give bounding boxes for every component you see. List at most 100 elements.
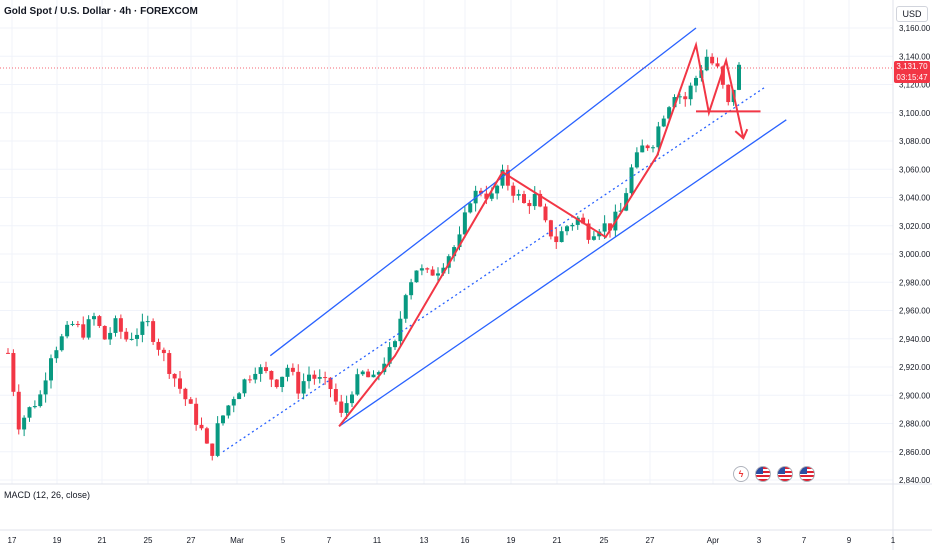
candle-down (151, 321, 156, 342)
candle-down (75, 323, 80, 325)
y-tick-label: 2,960.00 (899, 307, 931, 316)
candle-up (457, 234, 462, 248)
candle-down (710, 56, 715, 64)
x-tick-label: 7 (327, 536, 332, 545)
candle-up (49, 358, 53, 381)
candle-down (199, 424, 204, 429)
candle-up (140, 321, 145, 335)
candle-down (581, 217, 586, 224)
candle-up (92, 316, 96, 320)
candle-down (124, 331, 129, 340)
symbol-title[interactable]: Gold Spot / U.S. Dollar · 4h · FOREXCOM (4, 6, 198, 17)
candle-down (323, 377, 328, 379)
candle-down (210, 443, 215, 456)
x-tick-label: 25 (600, 536, 609, 545)
x-tick-label: 25 (144, 536, 153, 545)
candle-up (65, 324, 70, 337)
candle-down (425, 268, 430, 270)
candle-up (215, 423, 220, 456)
candle-down (102, 325, 107, 340)
candle-up (559, 231, 564, 243)
candle-down (505, 169, 510, 186)
y-tick-label: 3,000.00 (899, 250, 931, 259)
candle-down (554, 236, 559, 243)
y-tick-label: 3,020.00 (899, 222, 931, 231)
last-price-tag: 3,131.70 03:15:47 (894, 61, 930, 83)
candle-down (156, 341, 161, 350)
candle-up (570, 224, 575, 227)
candle-up (640, 145, 645, 153)
candle-down (522, 194, 526, 204)
candle-down (511, 185, 516, 196)
candle-down (172, 373, 177, 379)
bar-countdown: 03:15:47 (896, 73, 928, 82)
candle-up (54, 350, 59, 359)
candle-up (409, 282, 414, 296)
candle-up (59, 336, 64, 351)
drawing-overlays (0, 27, 893, 453)
last-price-value: 3,131.70 (896, 62, 928, 71)
candle-down (479, 190, 483, 194)
candle-up (376, 372, 381, 375)
candle-up (618, 210, 623, 212)
candle-up (489, 193, 494, 199)
x-tick-label: 9 (847, 536, 852, 545)
economic-events[interactable]: ϟ (733, 466, 815, 482)
candle-up (70, 323, 75, 325)
candle-down (527, 203, 532, 207)
candle-up (253, 373, 258, 380)
us-flag-icon[interactable] (755, 466, 771, 482)
candle-up (27, 407, 32, 418)
arrow-head (734, 128, 749, 140)
x-tick-label: 21 (553, 536, 562, 545)
candle-down (430, 269, 435, 276)
candle-down (178, 378, 182, 389)
x-tick-label: 16 (461, 536, 470, 545)
y-tick-label: 2,840.00 (899, 476, 931, 485)
candle-up (468, 203, 473, 213)
candle-up (344, 403, 349, 413)
y-tick-label: 3,120.00 (899, 81, 931, 90)
candle-up (737, 64, 741, 90)
channel-upper-line (269, 27, 697, 357)
lightning-icon[interactable]: ϟ (733, 466, 749, 482)
candle-down (645, 145, 650, 149)
currency-button[interactable]: USD (896, 6, 928, 22)
candle-down (161, 349, 166, 354)
y-tick-label: 2,940.00 (899, 335, 931, 344)
x-tick-label: 27 (187, 536, 196, 545)
us-flag-icon[interactable] (777, 466, 793, 482)
candle-up (591, 236, 596, 240)
channel-mid-line (222, 86, 766, 453)
x-tick-label: 21 (98, 536, 107, 545)
macd-indicator-label[interactable]: MACD (12, 26, close) (4, 490, 91, 500)
candle-down (97, 316, 102, 326)
candle-down (6, 352, 10, 354)
x-tick-label: 11 (373, 536, 382, 545)
y-tick-label: 3,080.00 (899, 137, 931, 146)
x-tick-label: Apr (707, 536, 720, 545)
candle-up (694, 77, 698, 86)
candle-up (317, 377, 322, 379)
candle-down (726, 84, 731, 103)
candle-down (274, 379, 279, 388)
candle-up (237, 393, 242, 400)
candle-up (495, 185, 500, 194)
candle-down (333, 389, 338, 402)
candle-down (538, 193, 543, 207)
candle-down (81, 324, 86, 338)
x-tick-label: 7 (802, 536, 807, 545)
candle-up (371, 374, 376, 378)
candle-down (339, 401, 344, 413)
chart-grid (0, 0, 894, 484)
candle-up (285, 367, 290, 377)
us-flag-icon[interactable] (799, 466, 815, 482)
candle-up (704, 56, 709, 71)
candle-up (516, 194, 521, 196)
candle-down (312, 374, 317, 379)
candle-up (532, 193, 537, 207)
candle-up (661, 118, 666, 127)
candle-down (16, 391, 21, 430)
candle-down (608, 223, 612, 231)
